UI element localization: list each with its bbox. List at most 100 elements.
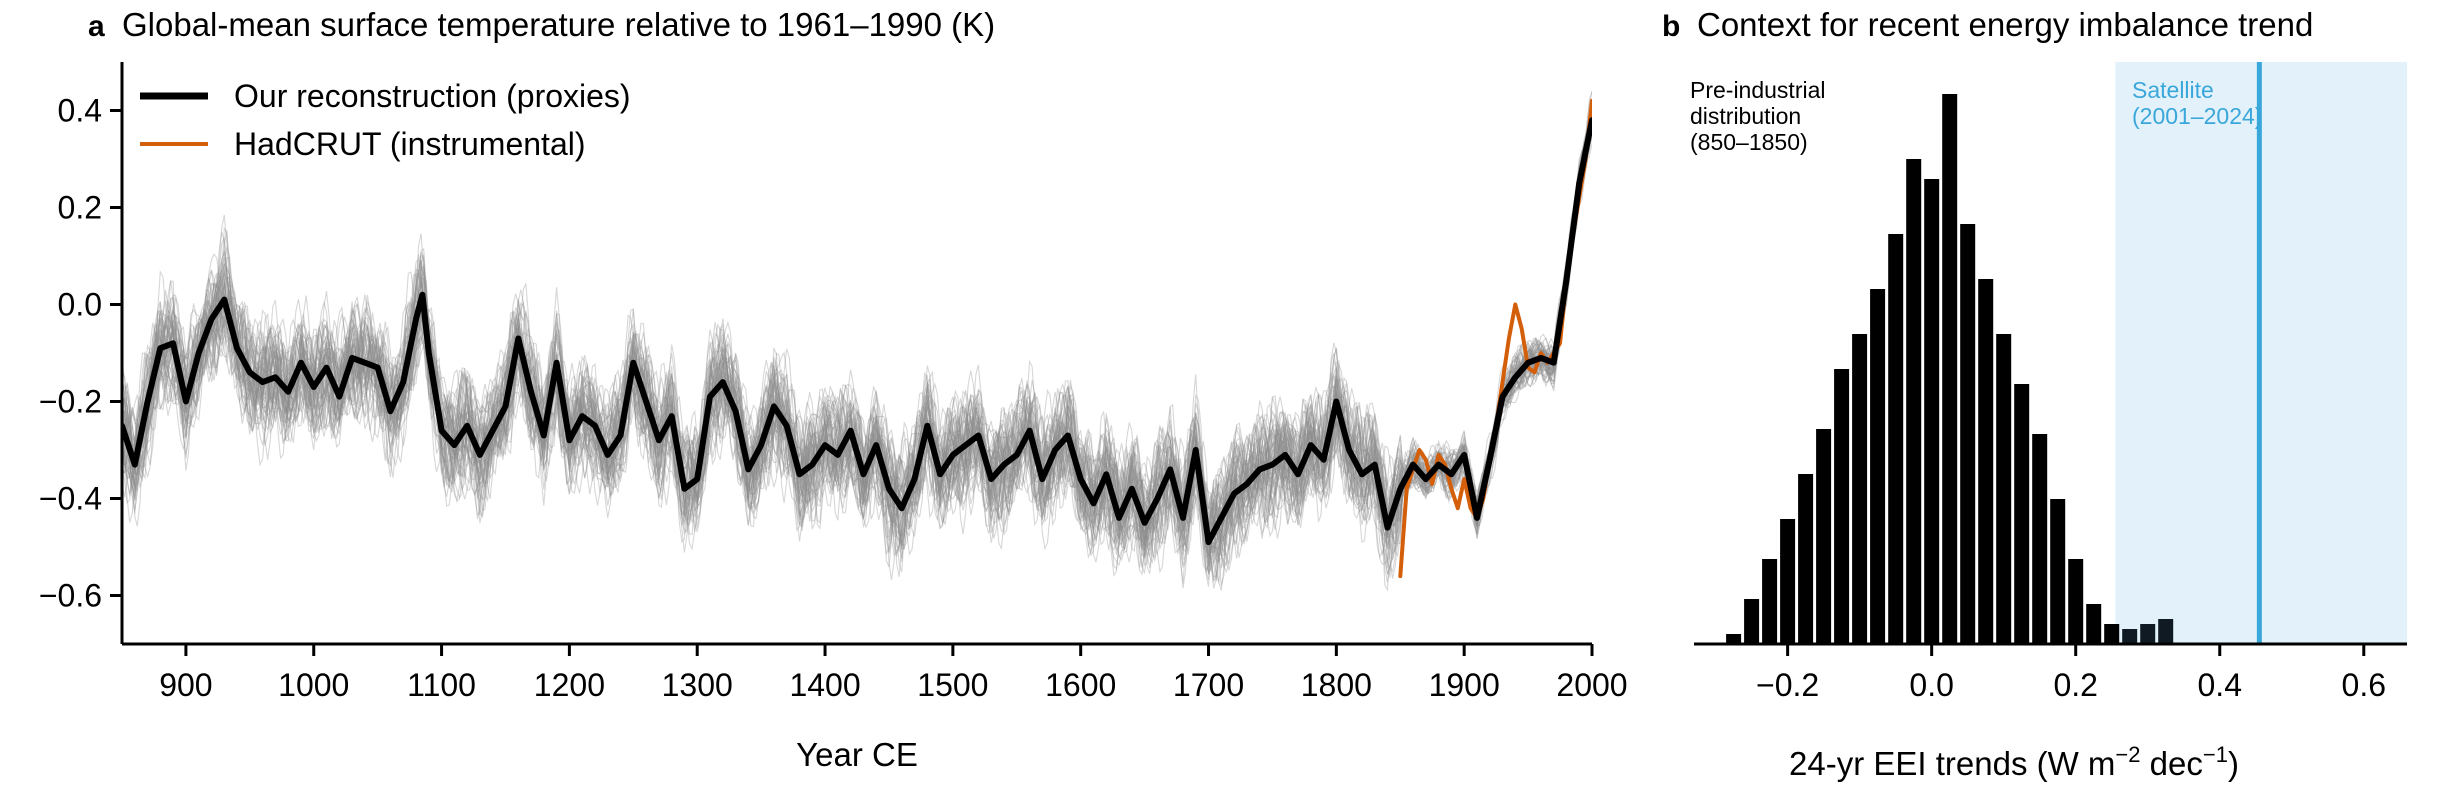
panel-a-letter: a <box>88 10 105 43</box>
ensemble-members <box>122 90 1592 592</box>
histogram-bar <box>2122 629 2138 644</box>
legend-label-hadcrut: HadCRUT (instrumental) <box>234 126 586 162</box>
x-tick-label: 900 <box>159 667 212 703</box>
panel-b-xlabel: 24-yr EEI trends (W m−2 dec−1) <box>1789 742 2239 782</box>
xlabel-part-3: ) <box>2228 745 2239 782</box>
histogram-bar <box>1870 289 1886 644</box>
ensemble-member-line <box>122 123 1592 552</box>
panel-b: b Context for recent energy imbalance tr… <box>1662 6 2407 782</box>
histogram-bar <box>2140 624 2156 644</box>
x-tick-label: 1800 <box>1301 667 1372 703</box>
histogram-bar <box>1978 279 1994 644</box>
x-tick-label: 1200 <box>534 667 605 703</box>
histogram-bar <box>2158 619 2174 644</box>
xlabel-sup-1: −2 <box>2115 742 2140 767</box>
preindustrial-label-2: distribution <box>1690 103 1801 129</box>
histogram-bar <box>2050 499 2066 644</box>
ensemble-member-line <box>122 104 1592 573</box>
histogram-bar <box>1924 179 1940 644</box>
ensemble-member-line <box>122 120 1592 555</box>
histogram-bar <box>1816 429 1832 644</box>
histogram-bar <box>1744 599 1760 644</box>
ensemble-member-line <box>122 122 1592 554</box>
hadcrut-line <box>1398 98 1592 579</box>
x-tick-label: 0.4 <box>2198 667 2242 703</box>
histogram-bar <box>1888 234 1904 644</box>
ensemble-member-line <box>122 117 1592 546</box>
xlabel-part-2: dec <box>2141 745 2203 782</box>
histogram-bar <box>2032 434 2048 644</box>
ensemble-member-line <box>122 132 1592 561</box>
histogram-bar <box>2104 624 2120 644</box>
preindustrial-label-3: (850–1850) <box>1690 129 1808 155</box>
y-tick-label: 0.4 <box>58 93 102 129</box>
histogram-bar <box>1996 334 2012 644</box>
panel-a-title: Global-mean surface temperature relative… <box>122 6 995 43</box>
panel-b-title: Context for recent energy imbalance tren… <box>1697 6 2313 43</box>
histogram-bar <box>1762 559 1778 644</box>
x-tick-label: 0.6 <box>2342 667 2386 703</box>
ensemble-member-line <box>122 117 1592 565</box>
panel-a-legend: Our reconstruction (proxies) HadCRUT (in… <box>140 78 631 162</box>
ensemble-member-line <box>122 117 1592 539</box>
histogram-bar <box>1906 159 1922 644</box>
preindustrial-label-1: Pre-industrial <box>1690 77 1826 103</box>
histogram-bar <box>1780 519 1796 644</box>
x-tick-label: 1100 <box>407 667 476 703</box>
y-tick-label: −0.2 <box>39 384 102 420</box>
histogram-bar <box>1852 334 1868 644</box>
x-tick-label: 1700 <box>1173 667 1244 703</box>
y-tick-label: −0.6 <box>39 578 102 614</box>
satellite-label-2: (2001–2024) <box>2132 103 2262 129</box>
panel-b-letter: b <box>1662 10 1680 43</box>
legend-label-reconstruction: Our reconstruction (proxies) <box>234 78 631 114</box>
preindustrial-annotation: Pre-industrial distribution (850–1850) <box>1690 77 1826 155</box>
panel-a-axes: −0.6 −0.4 −0.2 0.0 0.2 0.4 900 1000 1100 1200 1300… <box>39 62 1628 703</box>
histogram-bar <box>1726 634 1742 644</box>
histogram-bars <box>1726 94 2174 644</box>
ensemble-member-line <box>122 127 1592 574</box>
ensemble-member-line <box>122 115 1592 580</box>
x-tick-label: 0.0 <box>1909 667 1953 703</box>
histogram-bar <box>1942 94 1958 644</box>
x-tick-label: 1300 <box>662 667 733 703</box>
x-tick-label: 0.2 <box>2053 667 2097 703</box>
histogram-bar <box>1960 224 1976 644</box>
ensemble-member-line <box>122 91 1592 584</box>
ensemble-member-line <box>122 123 1592 564</box>
ensemble-member-line <box>122 124 1592 562</box>
ensemble-member-line <box>122 131 1592 563</box>
reconstruction-line <box>122 117 1592 546</box>
series-lines <box>122 98 1592 579</box>
histogram-bar <box>1834 369 1850 644</box>
x-tick-label: 1600 <box>1045 667 1116 703</box>
y-tick-label: 0.0 <box>58 287 102 323</box>
y-tick-label: 0.2 <box>58 190 102 226</box>
satellite-label-1: Satellite <box>2132 77 2214 103</box>
histogram-bar <box>2068 559 2084 644</box>
ensemble-member-line <box>122 90 1592 583</box>
histogram-bar <box>1798 474 1814 644</box>
ensemble-member-line <box>122 120 1592 563</box>
ensemble-member-line <box>122 127 1592 572</box>
x-tick-label: −0.2 <box>1756 667 1819 703</box>
satellite-annotation: Satellite (2001–2024) <box>2132 77 2262 129</box>
histogram-bar <box>2014 384 2030 644</box>
x-tick-label: 1900 <box>1429 667 1500 703</box>
histogram-bar <box>2086 604 2102 644</box>
ensemble-member-line <box>122 120 1592 574</box>
x-tick-label: 1500 <box>917 667 988 703</box>
panel-a-xlabel: Year CE <box>796 736 918 773</box>
panel-a-plot-area <box>122 90 1592 592</box>
ensemble-member-line <box>122 107 1592 592</box>
xlabel-sup-2: −1 <box>2203 742 2228 767</box>
panel-a: a Global-mean surface temperature relati… <box>39 6 1628 773</box>
xlabel-part-1: 24-yr EEI trends (W m <box>1789 745 2115 782</box>
y-tick-label: −0.4 <box>39 481 102 517</box>
panel-b-axes: −0.2 0.0 0.2 0.4 0.6 <box>1694 642 2407 703</box>
ensemble-member-line <box>122 128 1592 557</box>
ensemble-member-line <box>122 121 1592 557</box>
ensemble-member-line <box>122 132 1592 553</box>
x-tick-label: 1400 <box>789 667 860 703</box>
